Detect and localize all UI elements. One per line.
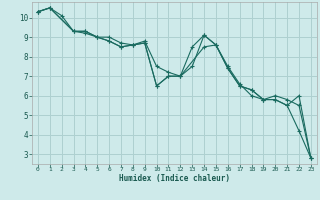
X-axis label: Humidex (Indice chaleur): Humidex (Indice chaleur) <box>119 174 230 183</box>
